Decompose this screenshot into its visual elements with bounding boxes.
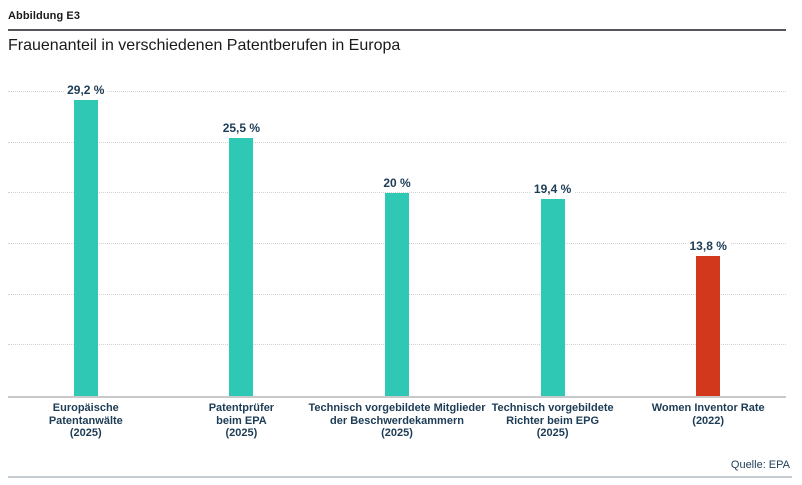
category-labels: Europäische Patentanwälte (2025) Patentprüf… <box>8 402 786 448</box>
chart-title: Frauenanteil in verschiedenen Patentberu… <box>8 37 401 54</box>
value-label-3: 20 % <box>380 176 414 191</box>
value-label-1: 29,2 % <box>64 83 108 98</box>
bar-4 <box>540 199 565 396</box>
source-note: Quelle: EPA <box>730 459 790 471</box>
gridline-20pct <box>8 192 786 194</box>
category-label-1: Europäische Patentanwälte (2025) <box>48 402 123 439</box>
category-label-5: Women Inventor Rate (2022) <box>651 402 765 427</box>
x-axis-line <box>8 396 786 398</box>
bar-3 <box>385 193 409 396</box>
bar-2 <box>229 137 254 396</box>
bar-5 <box>696 256 721 396</box>
value-label-4: 19,4 % <box>530 182 575 197</box>
category-label-2: Patentprüfer beim EPA (2025) <box>208 402 275 439</box>
plot-area: 29,2 % 25,5 % 20 % 19,4 % 13,8 % <box>8 83 786 398</box>
header-divider <box>8 29 786 31</box>
gridline-25pct <box>8 141 786 143</box>
value-label-5: 13,8 % <box>686 239 730 254</box>
bottom-divider <box>8 476 792 478</box>
gridline-30pct <box>8 91 786 92</box>
bar-1 <box>73 100 98 396</box>
value-label-2: 25,5 % <box>219 120 264 135</box>
category-label-4: Technisch vorgebildete Richter beim EPG (2… <box>491 402 614 439</box>
category-label-3: Technisch vorgebildete Mitglieder der Bes… <box>308 402 486 439</box>
figure-label: Abbildung E3 <box>8 10 81 22</box>
